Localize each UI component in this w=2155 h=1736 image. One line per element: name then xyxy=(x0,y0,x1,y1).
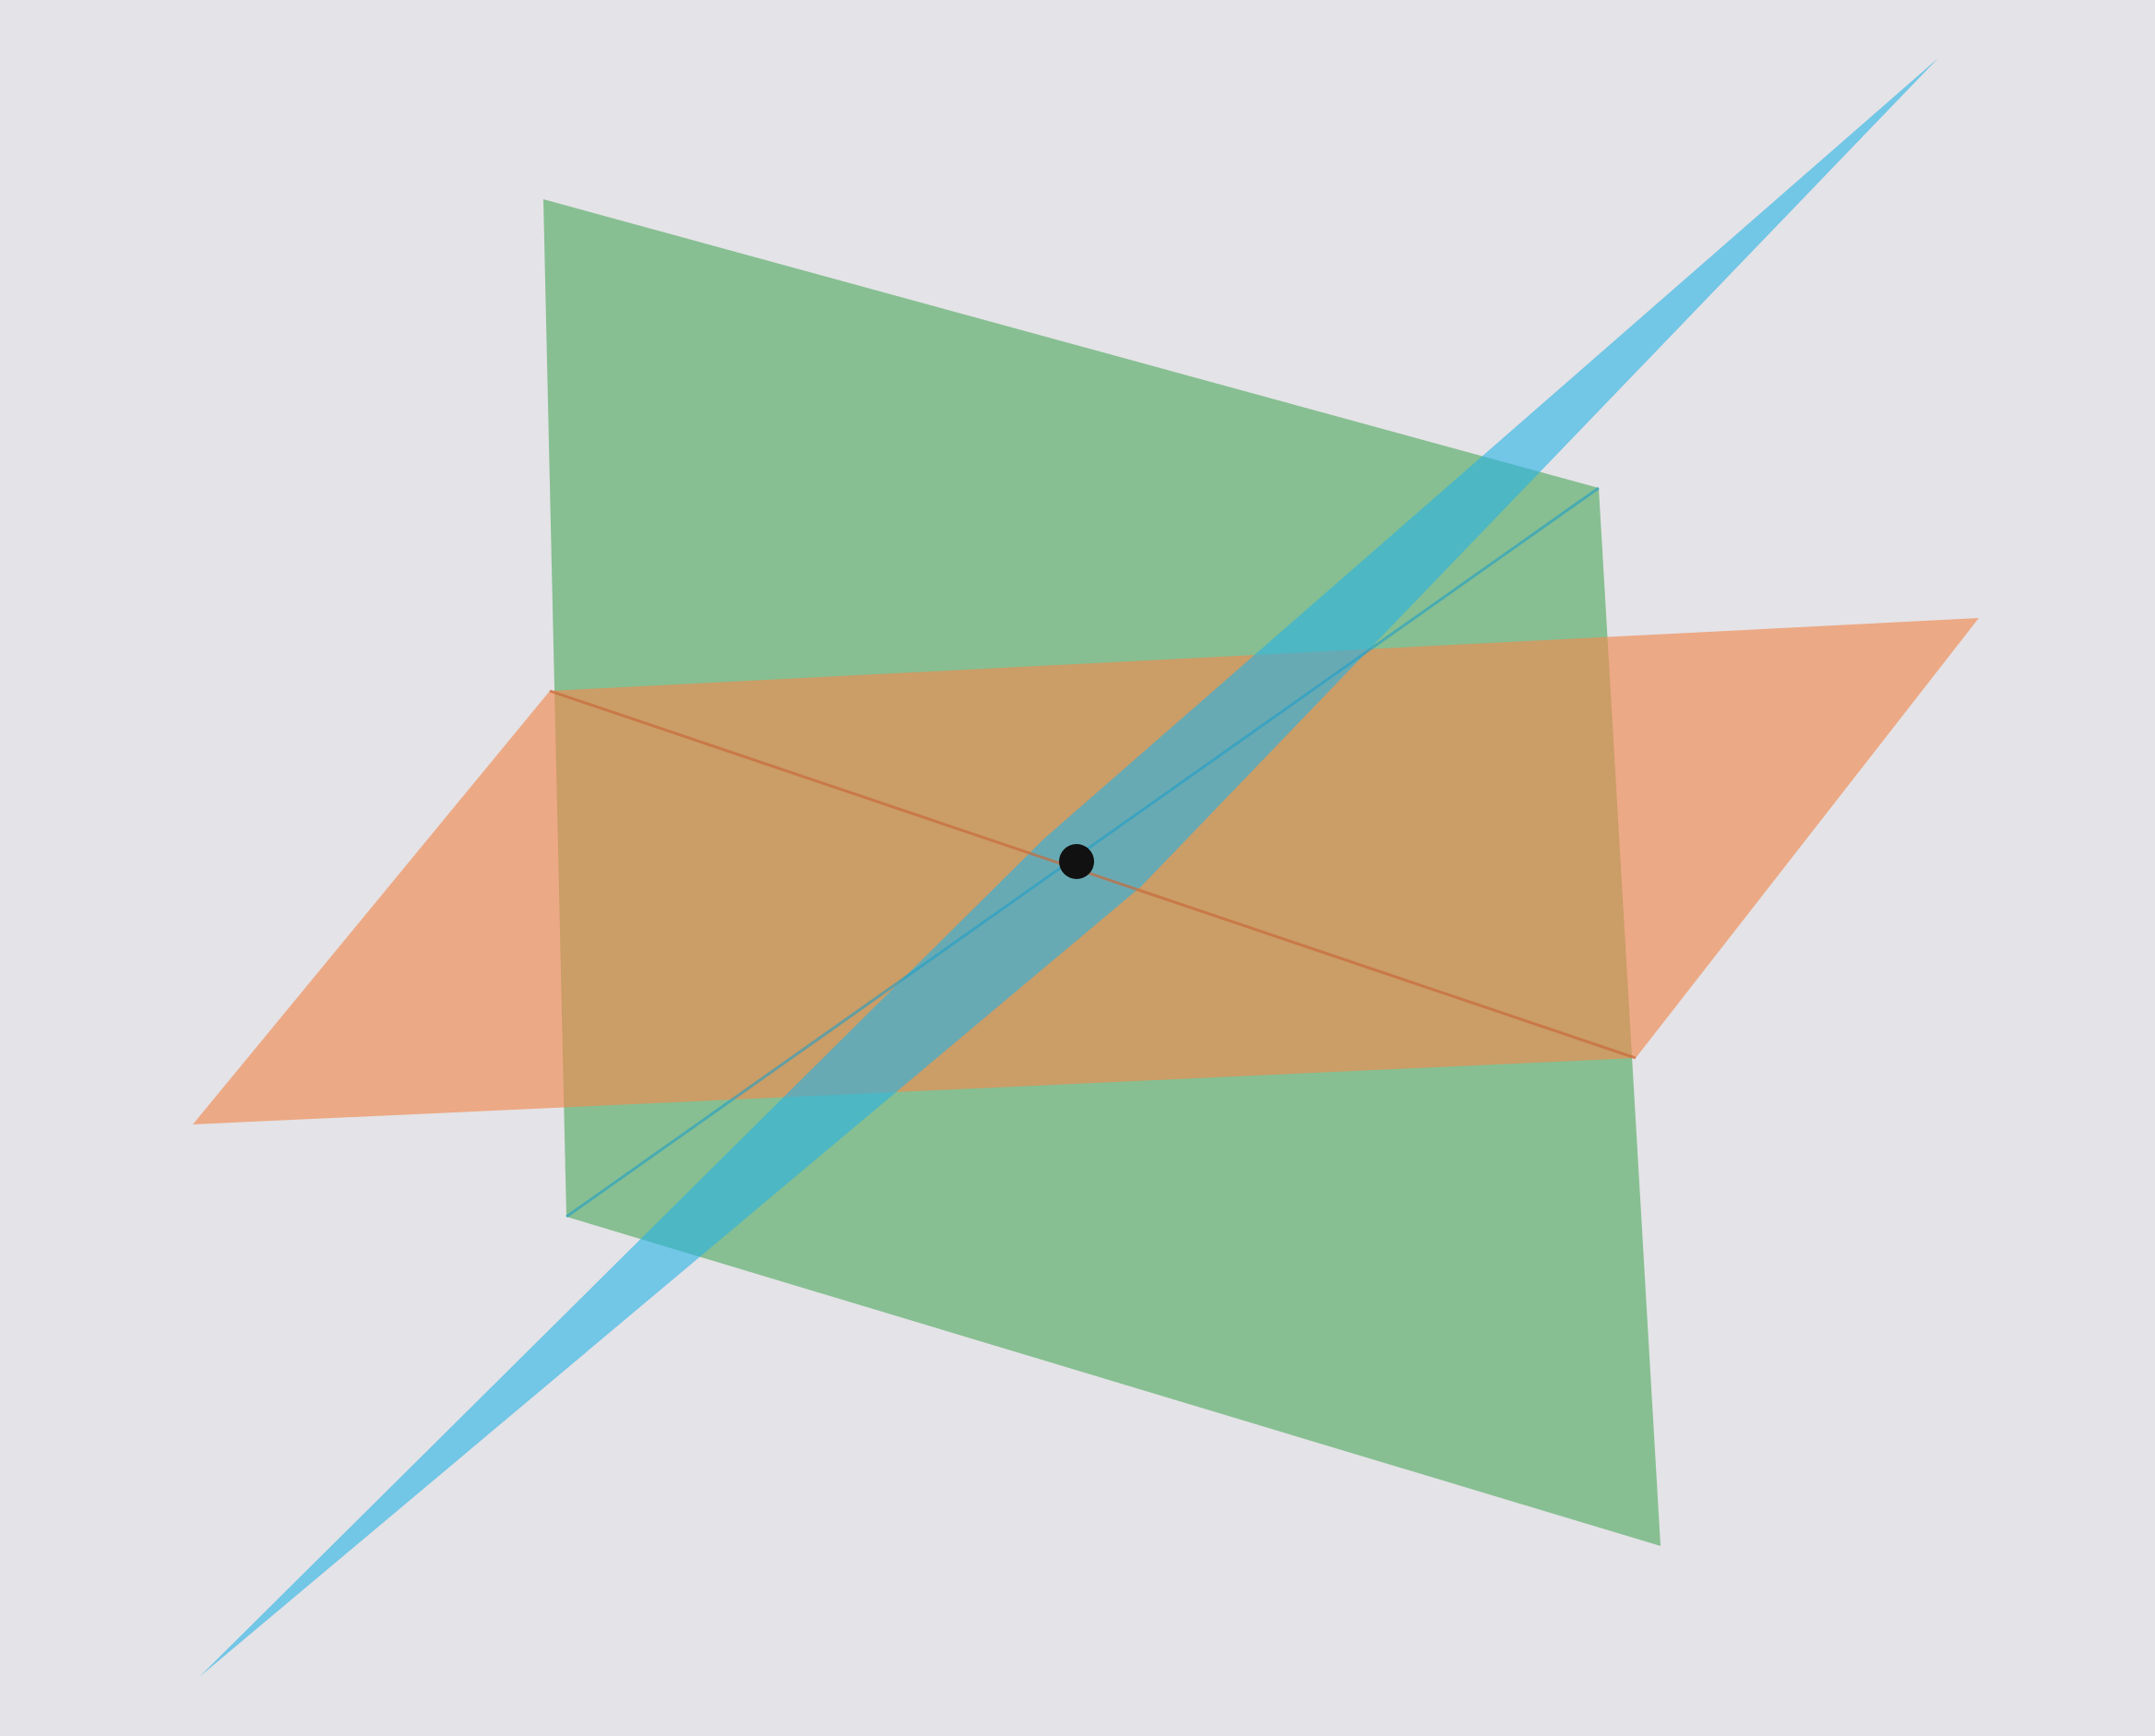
intersection-line xyxy=(549,689,1637,1060)
intersection-point xyxy=(1059,844,1094,879)
